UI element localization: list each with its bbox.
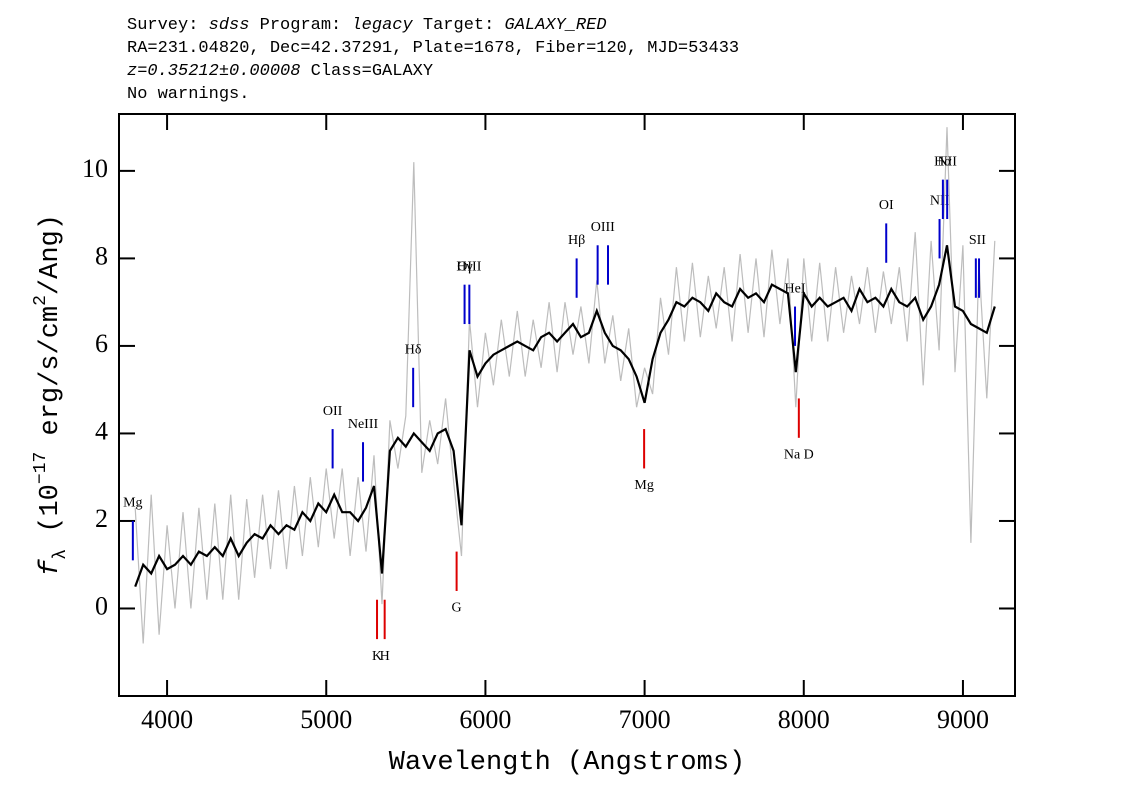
absorption-label: H: [380, 649, 390, 664]
emission-label: HeI: [785, 281, 806, 296]
header-text: No warnings.: [127, 85, 249, 104]
x-tick-label: 4000: [141, 705, 193, 734]
flux-line: [134, 127, 996, 644]
header-text: Survey:: [127, 16, 209, 35]
y-axis-label-part: erg/s/cm: [36, 306, 66, 452]
absorption-label: Mg: [634, 478, 653, 493]
emission-label: NII: [937, 154, 957, 169]
header-line: Survey: sdss Program: legacy Target: GAL…: [127, 16, 607, 35]
x-tick-label: 8000: [778, 705, 830, 734]
absorption-label: G: [452, 601, 462, 616]
header-line: RA=231.04820, Dec=42.37291, Plate=1678, …: [127, 39, 739, 58]
emission-label: Mg: [123, 496, 142, 511]
header-text: z=0.35212±0.00008: [127, 62, 300, 81]
emission-label: NII: [930, 194, 950, 209]
emission-label: SII: [969, 233, 986, 248]
x-tick-label: 7000: [619, 705, 671, 734]
y-tick-label: 0: [95, 591, 108, 620]
y-tick-label: 8: [95, 241, 108, 270]
y-axis-label-part: f: [36, 559, 66, 576]
header-text: Class=GALAXY: [300, 62, 433, 81]
y-tick-label: 10: [82, 154, 108, 183]
y-axis-label-part: λ: [51, 549, 71, 560]
emission-label: Hδ: [405, 343, 422, 358]
y-tick-label: 4: [95, 416, 108, 445]
x-axis-label: Wavelength (Angstroms): [389, 748, 745, 778]
header-line: No warnings.: [127, 85, 249, 104]
header-text: Target:: [413, 16, 505, 35]
absorption-label: K: [372, 649, 382, 664]
y-axis-label: fλ (10−17 erg/s/cm2/Ang): [31, 214, 71, 576]
emission-label: Hβ: [568, 233, 585, 248]
y-tick-label: 2: [95, 504, 108, 533]
absorption-label: Na D: [784, 448, 814, 463]
header-text: RA=231.04820, Dec=42.37291, Plate=1678, …: [127, 39, 739, 58]
y-axis-label-part: (10: [36, 484, 66, 549]
emission-label: Hγ: [456, 259, 472, 274]
emission-label: OIII: [591, 220, 615, 235]
header-text: legacy: [351, 16, 413, 35]
y-axis-label-part: /Ang): [36, 214, 66, 295]
emission-label: OI: [879, 198, 894, 213]
y-tick-label: 6: [95, 329, 108, 358]
emission-label: OII: [323, 404, 343, 419]
emission-label: OIII: [457, 259, 481, 274]
plot-frame: [118, 113, 1016, 697]
smoothed-line: [134, 245, 996, 587]
y-axis-label-part: 2: [31, 295, 51, 306]
header-line: z=0.35212±0.00008 Class=GALAXY: [127, 62, 433, 81]
header-text: sdss: [209, 16, 250, 35]
header-text: Program:: [249, 16, 351, 35]
x-tick-label: 5000: [300, 705, 352, 734]
emission-label: NeIII: [348, 417, 379, 432]
x-tick-label: 6000: [459, 705, 511, 734]
y-axis-label-part: −17: [31, 452, 51, 484]
x-tick-label: 9000: [937, 705, 989, 734]
header-text: GALAXY_RED: [505, 16, 607, 35]
emission-label: Hα: [934, 154, 952, 169]
